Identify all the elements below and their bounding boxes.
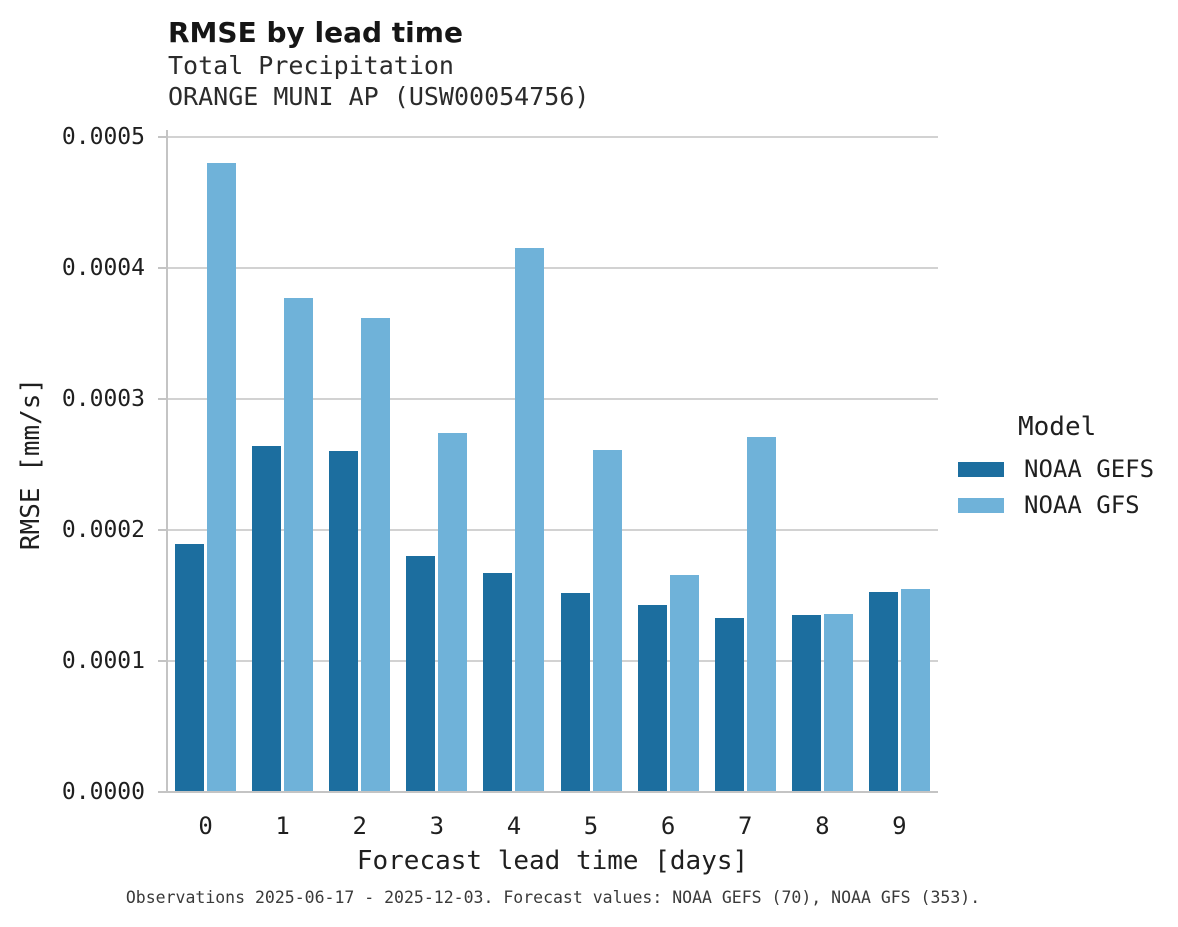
gridline <box>167 267 938 269</box>
chart-title: RMSE by lead time <box>168 16 463 49</box>
legend-label: NOAA GEFS <box>1024 455 1155 483</box>
bar-noaa-gefs <box>406 556 436 792</box>
gridline <box>167 660 938 662</box>
y-tick-mark <box>158 529 167 531</box>
bar-noaa-gefs <box>637 604 667 792</box>
x-tick-label: 1 <box>275 812 290 840</box>
bar-noaa-gefs <box>252 446 282 792</box>
legend-title: Model <box>1018 412 1097 442</box>
y-tick-label: 0.0002 <box>61 517 145 543</box>
bar-noaa-gfs <box>900 588 930 792</box>
bar-group <box>167 137 244 792</box>
bar-noaa-gefs <box>560 592 590 792</box>
y-tick-mark <box>158 398 167 400</box>
x-axis-title: Forecast lead time [days] <box>356 846 749 876</box>
x-tick-label: 5 <box>583 812 599 840</box>
chart-station-label: ORANGE MUNI AP (USW00054756) <box>168 82 590 111</box>
bar-group <box>398 137 475 792</box>
y-tick-label: 0.0003 <box>61 386 145 412</box>
y-tick-label: 0.0004 <box>61 255 145 281</box>
bar-noaa-gefs <box>868 591 898 792</box>
bar-group <box>475 137 552 792</box>
y-tick-label: 0.0005 <box>61 124 145 150</box>
x-tick-label: 9 <box>892 812 907 840</box>
bar-noaa-gfs <box>361 317 391 792</box>
bar-group <box>552 137 629 792</box>
y-tick-label: 0.0001 <box>61 648 145 674</box>
x-tick-label: 4 <box>506 812 522 840</box>
x-tick-label: 6 <box>660 812 676 840</box>
bars <box>167 137 938 792</box>
bar-noaa-gefs <box>329 451 359 792</box>
y-tick-mark <box>158 660 167 662</box>
x-axis-line <box>166 790 938 793</box>
bar-noaa-gefs <box>714 617 744 792</box>
bar-noaa-gfs <box>284 298 314 792</box>
bar-group <box>244 137 321 792</box>
x-tick-label: 8 <box>815 812 830 840</box>
bar-noaa-gefs <box>483 573 513 792</box>
legend-swatch <box>958 461 1004 477</box>
gridline <box>167 529 938 531</box>
chart-subtitle: Total Precipitation <box>168 51 454 80</box>
bar-noaa-gfs <box>823 613 853 792</box>
bar-noaa-gfs <box>515 248 545 792</box>
x-tick-label: 3 <box>429 812 445 840</box>
bar-group <box>321 137 398 792</box>
y-tick-label: 0.0000 <box>61 779 145 805</box>
bar-noaa-gefs <box>175 544 205 792</box>
y-tick-labels: 0.0000 0.0001 0.0002 0.0003 0.0004 0.0005 <box>40 124 145 805</box>
x-tick-label: 0 <box>198 812 213 840</box>
y-tick-mark <box>158 267 167 269</box>
y-tick-mark <box>158 136 167 138</box>
bar-noaa-gfs <box>207 163 237 792</box>
x-tick-label: 7 <box>737 812 753 840</box>
legend-label: NOAA GFS <box>1024 491 1140 519</box>
caption: Observations 2025-06-17 - 2025-12-03. Fo… <box>125 888 981 907</box>
bar-noaa-gefs <box>791 615 821 792</box>
legend-items: NOAA GEFS NOAA GFS <box>958 451 1173 523</box>
legend-swatch <box>958 497 1004 513</box>
bar-noaa-gfs <box>746 437 776 792</box>
gridline <box>167 398 938 400</box>
y-axis-line <box>166 130 168 792</box>
bar-group <box>861 137 938 792</box>
bar-noaa-gfs <box>669 574 699 792</box>
legend: Model NOAA GEFS NOAA GFS <box>958 412 1173 523</box>
gridline <box>167 136 938 138</box>
bar-noaa-gfs <box>438 433 468 792</box>
x-tick-label: 2 <box>352 812 367 840</box>
legend-item: NOAA GEFS <box>958 451 1173 487</box>
bar-group <box>784 137 861 792</box>
x-tick-labels: 0 1 2 3 4 5 6 7 8 9 <box>167 812 938 840</box>
bar-group <box>707 137 784 792</box>
y-tick-mark <box>158 791 167 793</box>
plot-area <box>158 130 938 793</box>
bar-noaa-gfs <box>592 450 622 792</box>
bar-group <box>630 137 707 792</box>
legend-item: NOAA GFS <box>958 487 1173 523</box>
